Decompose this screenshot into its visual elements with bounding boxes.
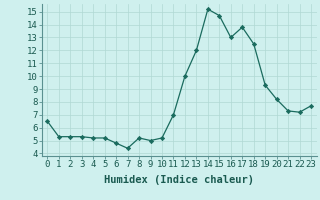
X-axis label: Humidex (Indice chaleur): Humidex (Indice chaleur) <box>104 175 254 185</box>
